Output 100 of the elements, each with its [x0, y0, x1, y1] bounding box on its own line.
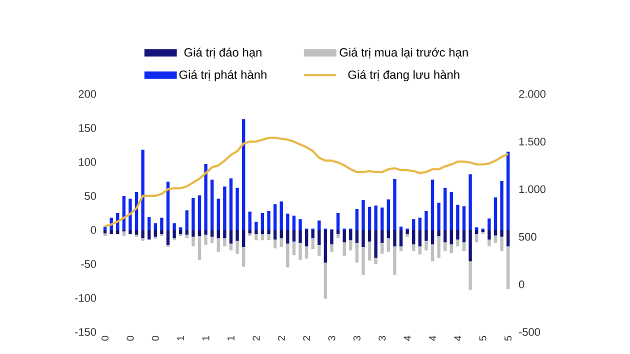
bar — [474, 230, 478, 234]
bar — [500, 236, 504, 252]
bar — [311, 238, 314, 250]
bar — [236, 230, 239, 241]
bar — [355, 208, 359, 230]
bar — [254, 230, 258, 234]
bar — [368, 230, 372, 242]
bar — [242, 119, 246, 230]
bar — [179, 230, 182, 234]
x-tick-label: 1 — [202, 336, 210, 340]
bar — [198, 236, 202, 260]
y2-tick-label: -500 — [519, 328, 540, 336]
bar — [286, 244, 290, 268]
bar — [468, 261, 472, 290]
bar — [462, 206, 466, 230]
bar — [374, 258, 378, 264]
y2-tick-label: 0 — [518, 280, 524, 288]
bar — [418, 246, 422, 254]
bar — [474, 234, 478, 242]
bar — [154, 230, 158, 237]
bar — [412, 244, 416, 252]
bar — [260, 234, 264, 240]
bar — [280, 230, 283, 238]
y-tick-label: 150 — [79, 124, 96, 132]
bar — [210, 236, 214, 243]
bar — [368, 206, 372, 230]
y-tick-label: 50 — [84, 192, 96, 200]
bar — [273, 240, 277, 248]
bar — [192, 198, 195, 230]
bar — [444, 230, 447, 242]
bar — [386, 238, 390, 252]
bar — [437, 202, 440, 230]
bar — [198, 230, 202, 236]
bar — [248, 230, 252, 234]
bar — [430, 244, 434, 262]
y-tick-label: -150 — [75, 328, 96, 336]
bar — [204, 230, 208, 235]
bar — [311, 230, 314, 238]
bar — [468, 230, 472, 262]
bar — [204, 234, 208, 245]
bar — [223, 186, 226, 230]
bar — [280, 238, 283, 247]
bar — [506, 246, 510, 290]
bar — [254, 222, 258, 230]
bar — [160, 230, 164, 234]
bar — [336, 234, 340, 238]
bar — [374, 206, 378, 230]
bar — [192, 230, 195, 237]
bar — [273, 204, 277, 230]
bar — [286, 214, 290, 230]
bar — [349, 240, 352, 250]
bar — [406, 234, 409, 237]
bar — [330, 230, 334, 244]
bar — [362, 200, 365, 230]
legend-label: Giá trị đang lưu hành — [348, 70, 460, 82]
bar — [254, 234, 258, 240]
bar — [336, 230, 340, 234]
bar — [298, 219, 302, 230]
bar — [223, 238, 226, 246]
bar — [236, 240, 239, 254]
bar — [424, 230, 428, 241]
bar — [393, 179, 396, 230]
bar — [318, 244, 321, 256]
bar — [116, 230, 120, 234]
bar — [292, 230, 296, 242]
bar — [494, 197, 498, 230]
x-tick-label: 0 — [102, 336, 109, 341]
bar — [141, 230, 144, 238]
bar — [456, 230, 460, 240]
bar — [267, 230, 270, 234]
x-tick-label: 2 — [303, 336, 310, 341]
bar — [141, 238, 144, 241]
bar — [406, 230, 409, 234]
x-tick-label: 1 — [177, 336, 184, 340]
legend-label: Giá trị mua lại trước hạn — [340, 48, 468, 58]
bar — [468, 174, 472, 230]
bar — [450, 244, 454, 254]
bar — [260, 213, 264, 230]
bar — [229, 178, 233, 230]
y2-tick-label: 2.000 — [519, 90, 546, 98]
bar — [210, 230, 214, 237]
bar — [430, 180, 434, 230]
x-tick-label: 5 — [479, 336, 486, 341]
bar — [216, 230, 220, 238]
bar — [292, 216, 296, 230]
bar — [210, 180, 214, 230]
bar — [393, 230, 396, 246]
bar — [236, 188, 239, 230]
bar — [324, 230, 328, 263]
bar — [488, 240, 491, 246]
x-tick-label: 0 — [126, 336, 134, 341]
bar — [418, 218, 422, 230]
bar — [506, 152, 510, 230]
bar — [450, 230, 454, 244]
bar — [286, 230, 290, 244]
bar — [128, 198, 132, 230]
bar — [292, 242, 296, 256]
bar — [185, 210, 189, 230]
bar — [248, 212, 252, 230]
bar — [500, 230, 504, 237]
